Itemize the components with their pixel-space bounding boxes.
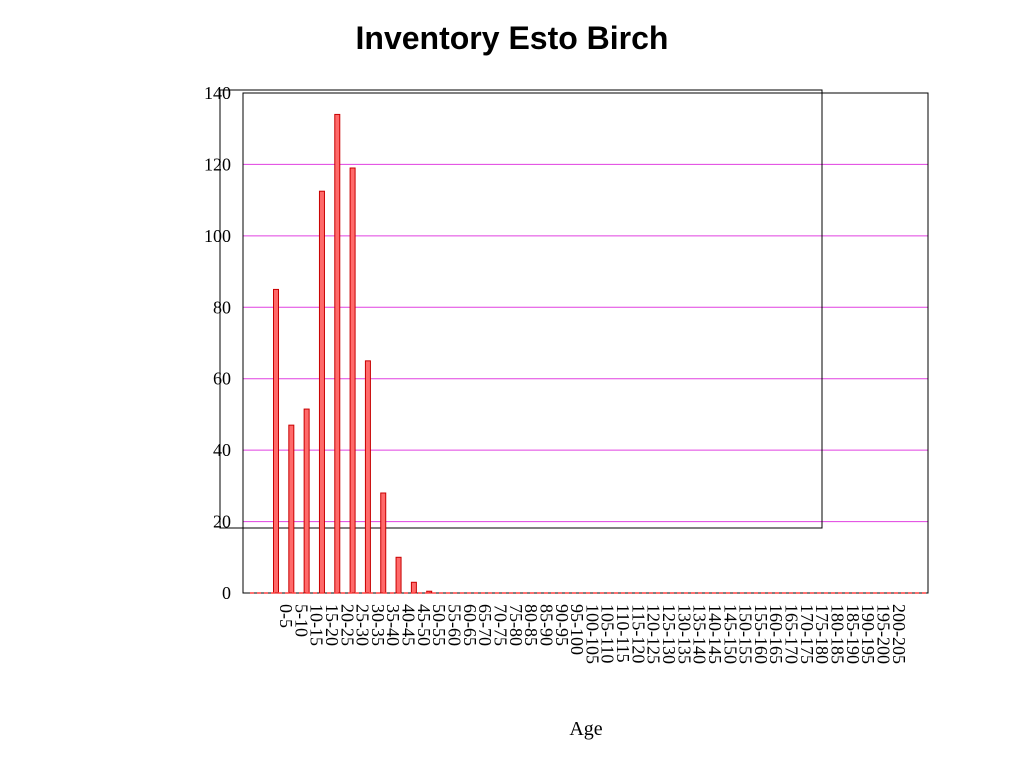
legend-box bbox=[219, 89, 823, 529]
x-tick-label: 110-115 bbox=[613, 604, 633, 663]
x-tick-label: 150-155 bbox=[736, 604, 756, 664]
x-tick-label: 125-130 bbox=[659, 604, 679, 664]
x-tick-label: 190-195 bbox=[858, 604, 878, 664]
x-tick-labels: 0-55-1010-1515-2020-2525-3030-3535-4040-… bbox=[276, 604, 909, 664]
x-tick-label: 130-135 bbox=[674, 604, 694, 664]
chart-title: Inventory Esto Birch bbox=[355, 20, 669, 56]
y-tick-label: 0 bbox=[222, 583, 231, 603]
x-tick-label: 80-85 bbox=[521, 604, 541, 646]
y-tick-label: 80 bbox=[213, 297, 231, 317]
x-axis-label: Age bbox=[569, 718, 602, 740]
x-tick-label: 60-65 bbox=[460, 604, 480, 646]
x-tick-label: 95-100 bbox=[567, 604, 587, 655]
x-tick-label: 165-170 bbox=[782, 604, 802, 664]
x-tick-label: 145-150 bbox=[720, 604, 740, 664]
x-tick-label: 155-160 bbox=[751, 604, 771, 664]
x-tick-label: 25-30 bbox=[353, 604, 373, 646]
x-tick-label: 180-185 bbox=[828, 604, 848, 664]
x-tick-label: 55-60 bbox=[445, 604, 465, 646]
x-tick-label: 175-180 bbox=[812, 604, 832, 664]
x-tick-label: 200-205 bbox=[889, 604, 909, 664]
x-tick-label: 140-145 bbox=[705, 604, 725, 664]
bar bbox=[395, 556, 402, 594]
y-tick-label: 60 bbox=[213, 369, 231, 389]
bar bbox=[288, 424, 295, 594]
y-tick-label: 120 bbox=[204, 154, 231, 174]
x-tick-label: 105-110 bbox=[598, 604, 618, 663]
x-tick-label: 15-20 bbox=[322, 604, 342, 646]
y-tick-label: 100 bbox=[204, 226, 231, 246]
x-tick-label: 20-25 bbox=[337, 604, 357, 646]
x-tick-label: 40-45 bbox=[399, 604, 419, 646]
bar bbox=[334, 113, 341, 594]
x-tick-label: 90-95 bbox=[552, 604, 572, 646]
bar bbox=[349, 167, 356, 594]
bar bbox=[380, 492, 387, 594]
bar bbox=[318, 190, 325, 594]
y-tick-label: 40 bbox=[213, 440, 231, 460]
x-tick-label: 0-5 bbox=[276, 604, 296, 628]
x-tick-label: 45-50 bbox=[414, 604, 434, 646]
x-tick-label: 135-140 bbox=[690, 604, 710, 664]
x-tick-label: 160-165 bbox=[766, 604, 786, 664]
y-tick-label: 140 bbox=[204, 83, 231, 103]
x-tick-label: 75-80 bbox=[506, 604, 526, 646]
plot-frame bbox=[242, 92, 929, 594]
grid-lines bbox=[243, 163, 928, 523]
x-tick-label: 170-175 bbox=[797, 604, 817, 664]
x-tick-label: 185-190 bbox=[843, 604, 863, 664]
bar bbox=[426, 590, 433, 594]
bar bbox=[273, 288, 279, 594]
bar bbox=[303, 408, 310, 594]
x-tick-label: 70-75 bbox=[490, 604, 510, 646]
x-tick-label: 115-120 bbox=[628, 604, 648, 663]
x-tick-label: 10-15 bbox=[307, 604, 327, 646]
x-tick-label: 65-70 bbox=[475, 604, 495, 646]
y-tick-label: 20 bbox=[213, 512, 231, 532]
y-tick-labels: 0 20 40 60 80 100 120 140 bbox=[204, 83, 231, 603]
bar bbox=[364, 360, 371, 594]
x-tick-label: 85-90 bbox=[536, 604, 556, 646]
x-tick-label: 30-35 bbox=[368, 604, 388, 646]
x-tick-label: 100-105 bbox=[582, 604, 602, 664]
x-tick-label: 35-40 bbox=[383, 604, 403, 646]
bar bbox=[410, 581, 417, 594]
x-tick-label: 120-125 bbox=[644, 604, 664, 664]
x-tick-label: 50-55 bbox=[429, 604, 449, 646]
x-tick-label: 195-200 bbox=[873, 604, 893, 664]
x-tick-label: 5-10 bbox=[291, 604, 311, 637]
